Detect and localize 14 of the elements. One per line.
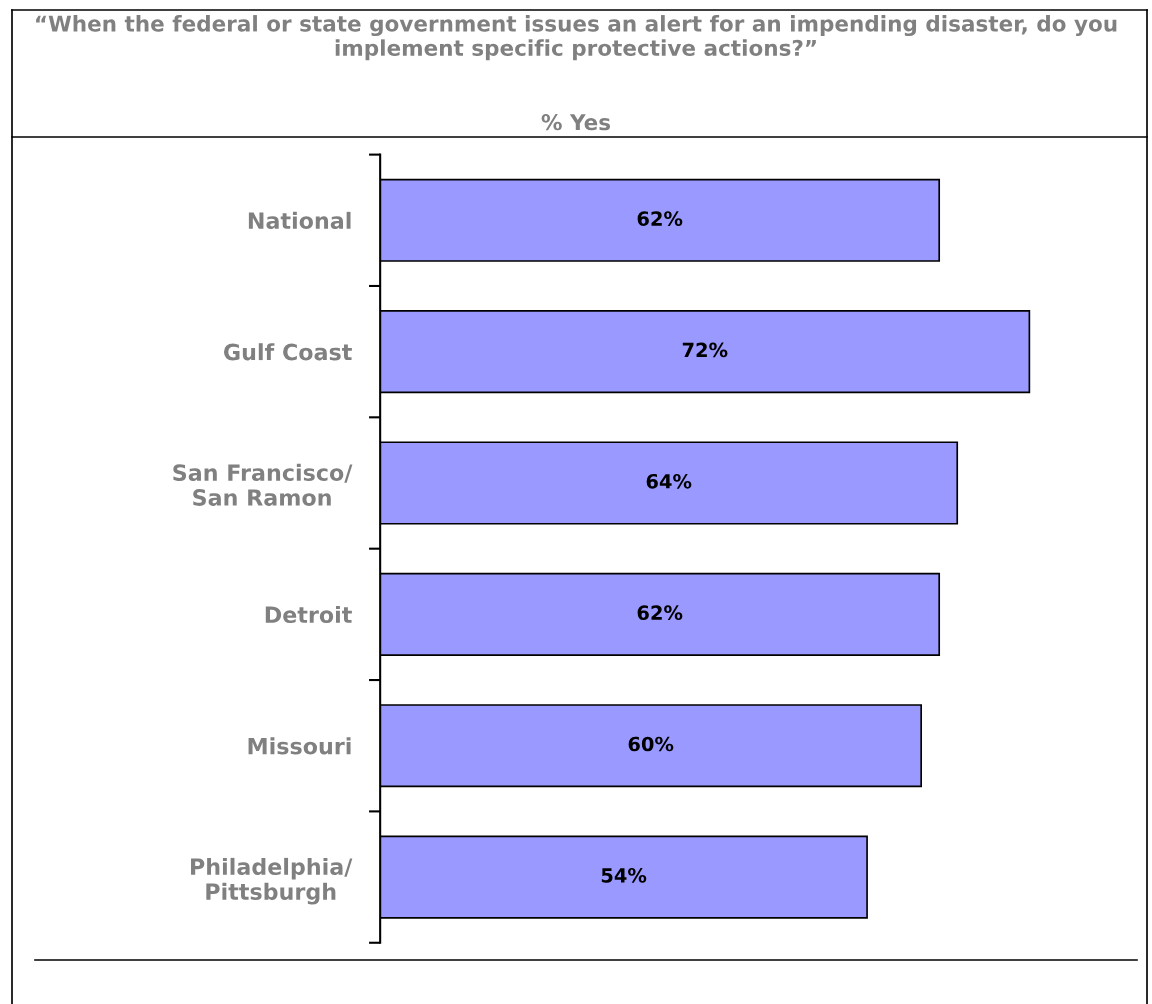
data-label: 54% bbox=[601, 868, 647, 883]
y-tick-label: Gulf Coast bbox=[223, 343, 352, 361]
data-label: 62% bbox=[637, 211, 683, 226]
y-tick-label: Philadelphia/ Pittsburgh bbox=[191, 857, 353, 905]
data-label: 62% bbox=[637, 605, 683, 621]
y-tick-label: San Francisco/ San Ramon bbox=[173, 463, 353, 506]
y-tick-label: National bbox=[248, 211, 351, 230]
chart-title: “When the federal or state government issues an alert for an impending disaster, do you implement specific protective actions?” bbox=[36, 15, 1117, 61]
y-tick-label: Detroit bbox=[265, 605, 352, 624]
y-tick-label: Missouri bbox=[248, 737, 351, 755]
chart-subtitle: % Yes bbox=[541, 114, 611, 131]
data-label: 64% bbox=[646, 473, 692, 489]
data-label: 72% bbox=[682, 342, 728, 358]
data-label: 60% bbox=[628, 736, 674, 752]
